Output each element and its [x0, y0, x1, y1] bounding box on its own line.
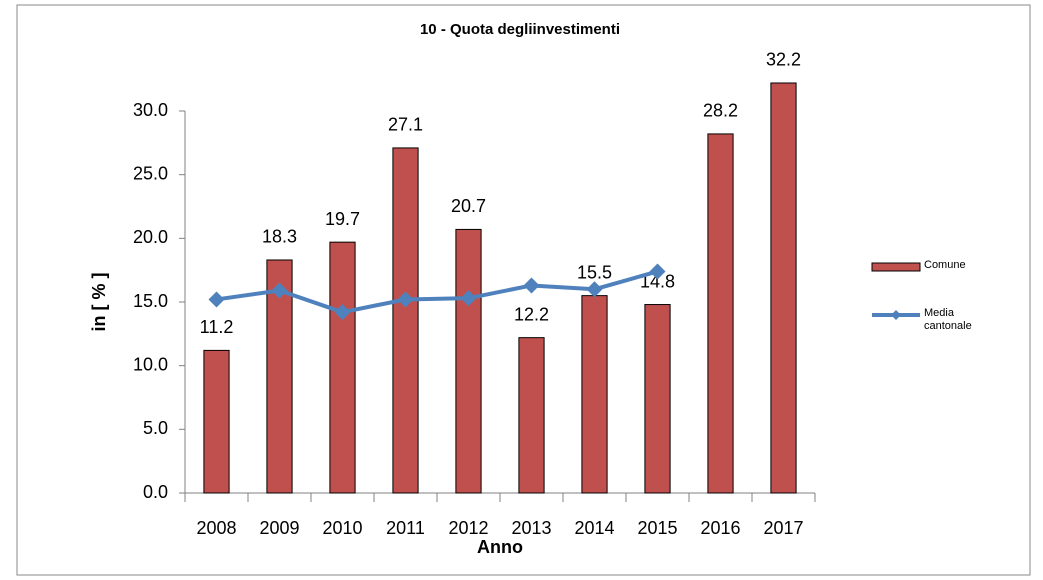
- bar: [392, 147, 419, 494]
- x-tick-label: 2013: [511, 518, 551, 538]
- x-tick-label: 2014: [574, 518, 614, 538]
- y-tick-label: 5.0: [143, 418, 168, 438]
- line-marker: [649, 263, 666, 280]
- legend-swatch: [871, 262, 921, 272]
- line-marker: [208, 291, 225, 308]
- data-label: 32.2: [766, 50, 801, 70]
- bar: [581, 295, 608, 494]
- y-tick-label: 20.0: [133, 227, 168, 247]
- legend-label: Comune: [924, 259, 966, 271]
- x-tick-label: 2009: [259, 518, 299, 538]
- data-label: 14.8: [640, 271, 675, 291]
- legend-marker: [891, 310, 901, 320]
- x-tick-label: 2015: [637, 518, 677, 538]
- bar: [266, 259, 293, 494]
- bar: [203, 349, 230, 494]
- x-tick-label: 2008: [196, 518, 236, 538]
- y-tick-label: 30.0: [133, 100, 168, 120]
- bar: [329, 241, 356, 494]
- data-label: 12.2: [514, 304, 549, 324]
- bar: [455, 228, 482, 494]
- data-label: 11.2: [200, 317, 234, 337]
- x-tick-label: 2016: [700, 518, 740, 538]
- line-marker: [523, 277, 540, 294]
- line-marker: [334, 304, 351, 321]
- x-tick-label: 2017: [763, 518, 803, 538]
- legend-label: Media cantonale: [924, 307, 972, 332]
- x-tick-label: 2010: [322, 518, 362, 538]
- y-tick-label: 0.0: [143, 482, 168, 502]
- line-marker: [460, 290, 477, 307]
- data-label: 19.7: [325, 209, 360, 229]
- data-label: 18.3: [262, 227, 297, 247]
- bar: [644, 304, 671, 494]
- data-label: 27.1: [388, 115, 423, 135]
- line: [216, 269, 659, 315]
- data-label: 15.5: [577, 262, 612, 282]
- bar: [770, 82, 797, 494]
- y-tick-label: 25.0: [133, 163, 168, 183]
- line-marker: [586, 281, 603, 298]
- line-marker: [397, 291, 414, 308]
- chart-title: 10 - Quota degliinvestimenti: [420, 21, 620, 38]
- legend-item: Comune: [924, 259, 966, 271]
- bar: [518, 337, 545, 494]
- x-tick-label: 2011: [386, 518, 425, 538]
- data-label: 20.7: [451, 196, 486, 216]
- y-axis-label: in [ % ]: [89, 273, 109, 332]
- bar: [707, 133, 734, 494]
- legend-item: Media cantonale: [924, 307, 972, 332]
- x-tick-label: 2012: [448, 518, 488, 538]
- data-label: 28.2: [703, 101, 738, 121]
- y-tick-label: 10.0: [133, 354, 168, 374]
- x-axis-label: Anno: [477, 537, 523, 557]
- line-marker: [271, 282, 288, 299]
- y-tick-label: 15.0: [133, 291, 168, 311]
